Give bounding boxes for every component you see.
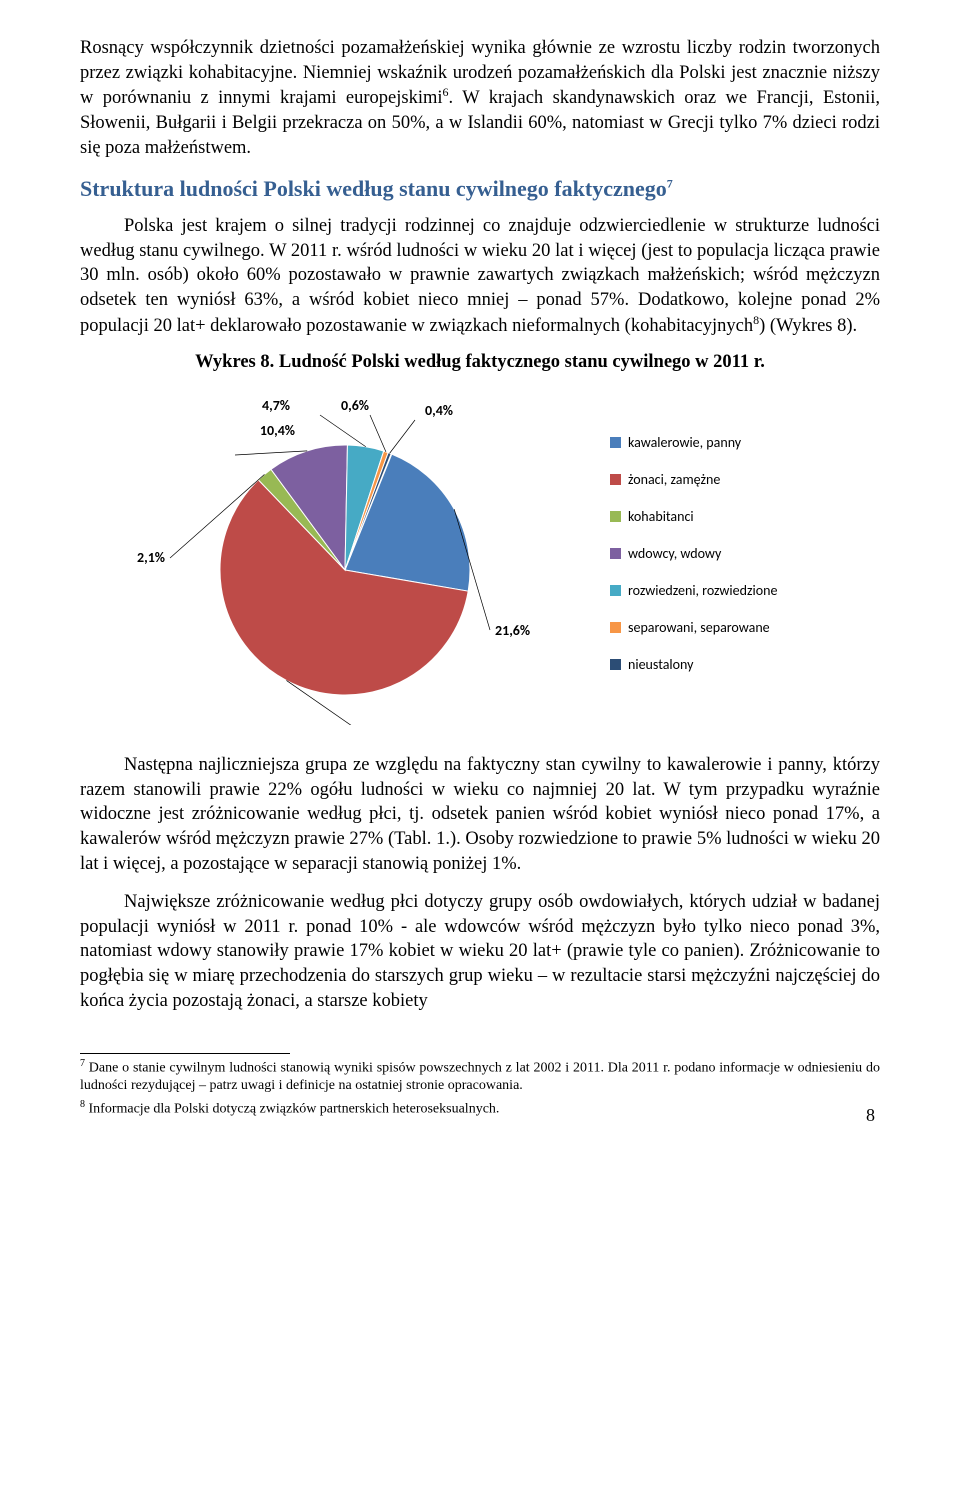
footnote-8-text: Informacje dla Polski dotyczą związków p…	[85, 1102, 499, 1117]
paragraph-1: Rosnący współczynnik dzietności pozamałż…	[80, 36, 880, 160]
chart-title: Wykres 8. Ludność Polski według faktyczn…	[80, 352, 880, 373]
legend-swatch	[610, 659, 621, 670]
footnote-7: 7 Dane o stanie cywilnym ludności stanow…	[80, 1058, 880, 1095]
paragraph-4: Największe zróżnicowanie według płci dot…	[80, 890, 880, 1013]
p2b-text: ) (Wykres 8).	[759, 316, 857, 336]
legend-swatch	[610, 437, 621, 448]
pie-label: 0,6%	[341, 397, 369, 414]
pie-label: 2,1%	[137, 549, 165, 566]
legend-label: kawalerowie, panny	[628, 434, 742, 451]
section-heading: Struktura ludności Polski według stanu c…	[80, 176, 880, 202]
legend-swatch	[610, 548, 621, 559]
paragraph-3: Następna najliczniejsza grupa ze względu…	[80, 753, 880, 876]
footnote-7-text: Dane o stanie cywilnym ludności stanowią…	[80, 1061, 880, 1094]
legend-swatch	[610, 511, 621, 522]
pie-label: 10,4%	[260, 422, 295, 439]
legend-label: wdowcy, wdowy	[628, 545, 722, 562]
footnotes-block: 7 Dane o stanie cywilnym ludności stanow…	[80, 1053, 290, 1118]
legend-label: separowani, separowane	[628, 619, 770, 636]
paragraph-2: Polska jest krajem o silnej tradycji rod…	[80, 214, 880, 338]
heading-text: Struktura ludności Polski według stanu c…	[80, 176, 667, 201]
footnote-ref-7: 7	[667, 177, 673, 191]
pie-label: 0,4%	[425, 402, 453, 419]
leader-line	[390, 420, 415, 453]
pie-label: 21,6%	[495, 622, 530, 639]
legend-label: kohabitanci	[628, 508, 694, 525]
pie-label: 4,7%	[262, 397, 290, 414]
legend-label: nieustalony	[628, 656, 694, 673]
legend-swatch	[610, 622, 621, 633]
pie-chart: 21,6%60,1%2,1%10,4%4,7%0,6%0,4% kawalero…	[80, 385, 880, 735]
legend-label: rozwiedzeni, rozwiedzione	[628, 582, 777, 599]
page-number: 8	[866, 1105, 875, 1126]
footnote-8: 8 Informacje dla Polski dotyczą związków…	[80, 1099, 880, 1118]
leader-line	[370, 415, 386, 452]
legend-label: żonaci, zamężne	[628, 471, 720, 488]
legend-swatch	[610, 474, 621, 485]
legend-swatch	[610, 585, 621, 596]
leader-line	[320, 415, 366, 447]
